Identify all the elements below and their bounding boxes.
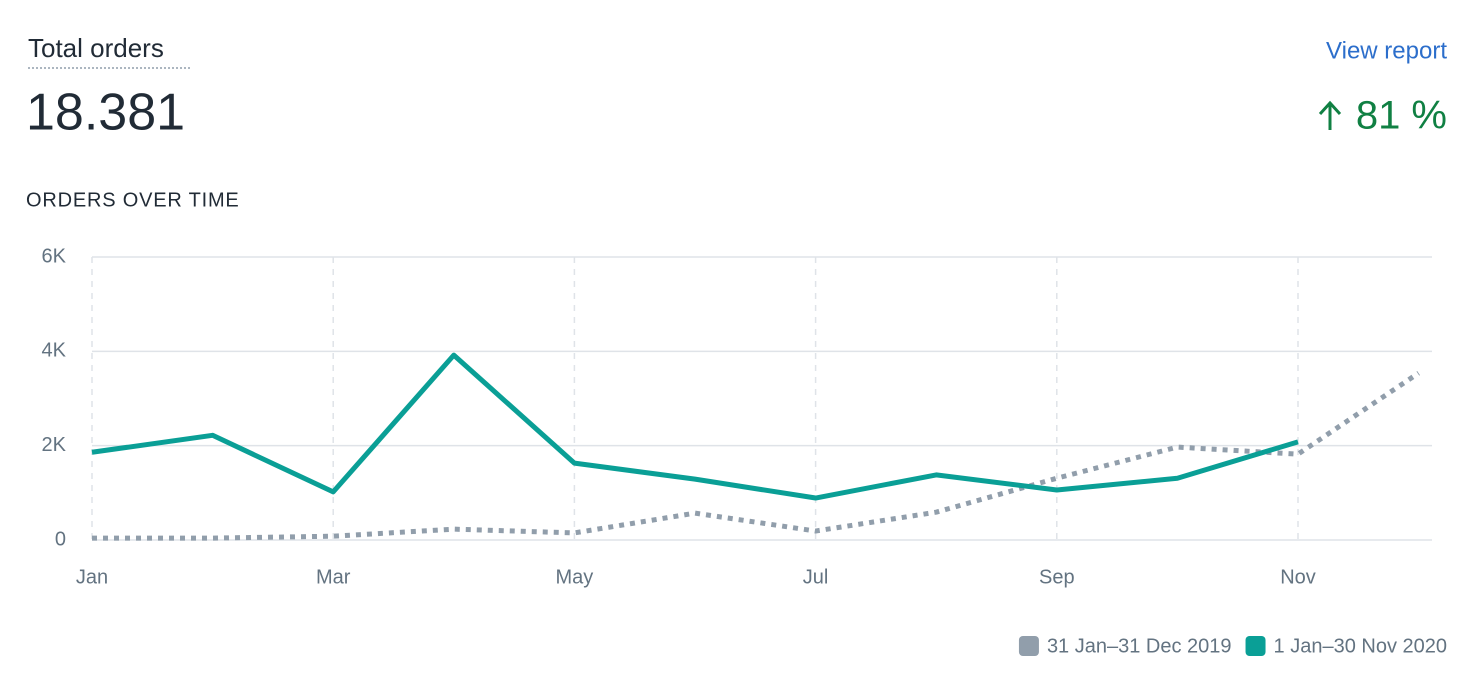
- series-line: [91, 352, 1299, 501]
- y-tick-label: 6K: [42, 245, 67, 267]
- y-tick-label: 2K: [42, 434, 67, 456]
- x-tick-label: Jul: [803, 566, 829, 588]
- legend-label: 1 Jan–30 Nov 2020: [1274, 635, 1447, 657]
- x-tick-label: Mar: [316, 566, 351, 588]
- y-tick-label: 4K: [42, 340, 67, 362]
- x-tick-label: May: [556, 566, 594, 588]
- legend-label: 31 Jan–31 Dec 2019: [1047, 635, 1232, 657]
- metric-value: 18.381: [26, 84, 185, 142]
- up-arrow: [1318, 100, 1342, 130]
- x-tick-label: Nov: [1280, 566, 1316, 588]
- chart-title: ORDERS OVER TIME: [26, 189, 240, 211]
- legend: 1 Jan–30 Nov 2020 31 Jan–31 Dec 2019: [1018, 635, 1447, 657]
- chart: 0 2K 4K 6K Jan Mar May Jul Sep Nov 1 Jan–30 Nov 20…: [42, 245, 1447, 657]
- y-tick-label: 0: [55, 528, 66, 550]
- legend-swatch: [1245, 636, 1266, 656]
- legend-swatch: [1018, 636, 1039, 656]
- change-percent: 81 %: [1356, 94, 1447, 138]
- view-report-link[interactable]: View report: [1326, 37, 1447, 64]
- metric-title: Total orders: [28, 33, 164, 63]
- x-tick-label: Jan: [76, 566, 108, 588]
- x-tick-label: Sep: [1039, 566, 1075, 588]
- series-line: [92, 370, 1420, 541]
